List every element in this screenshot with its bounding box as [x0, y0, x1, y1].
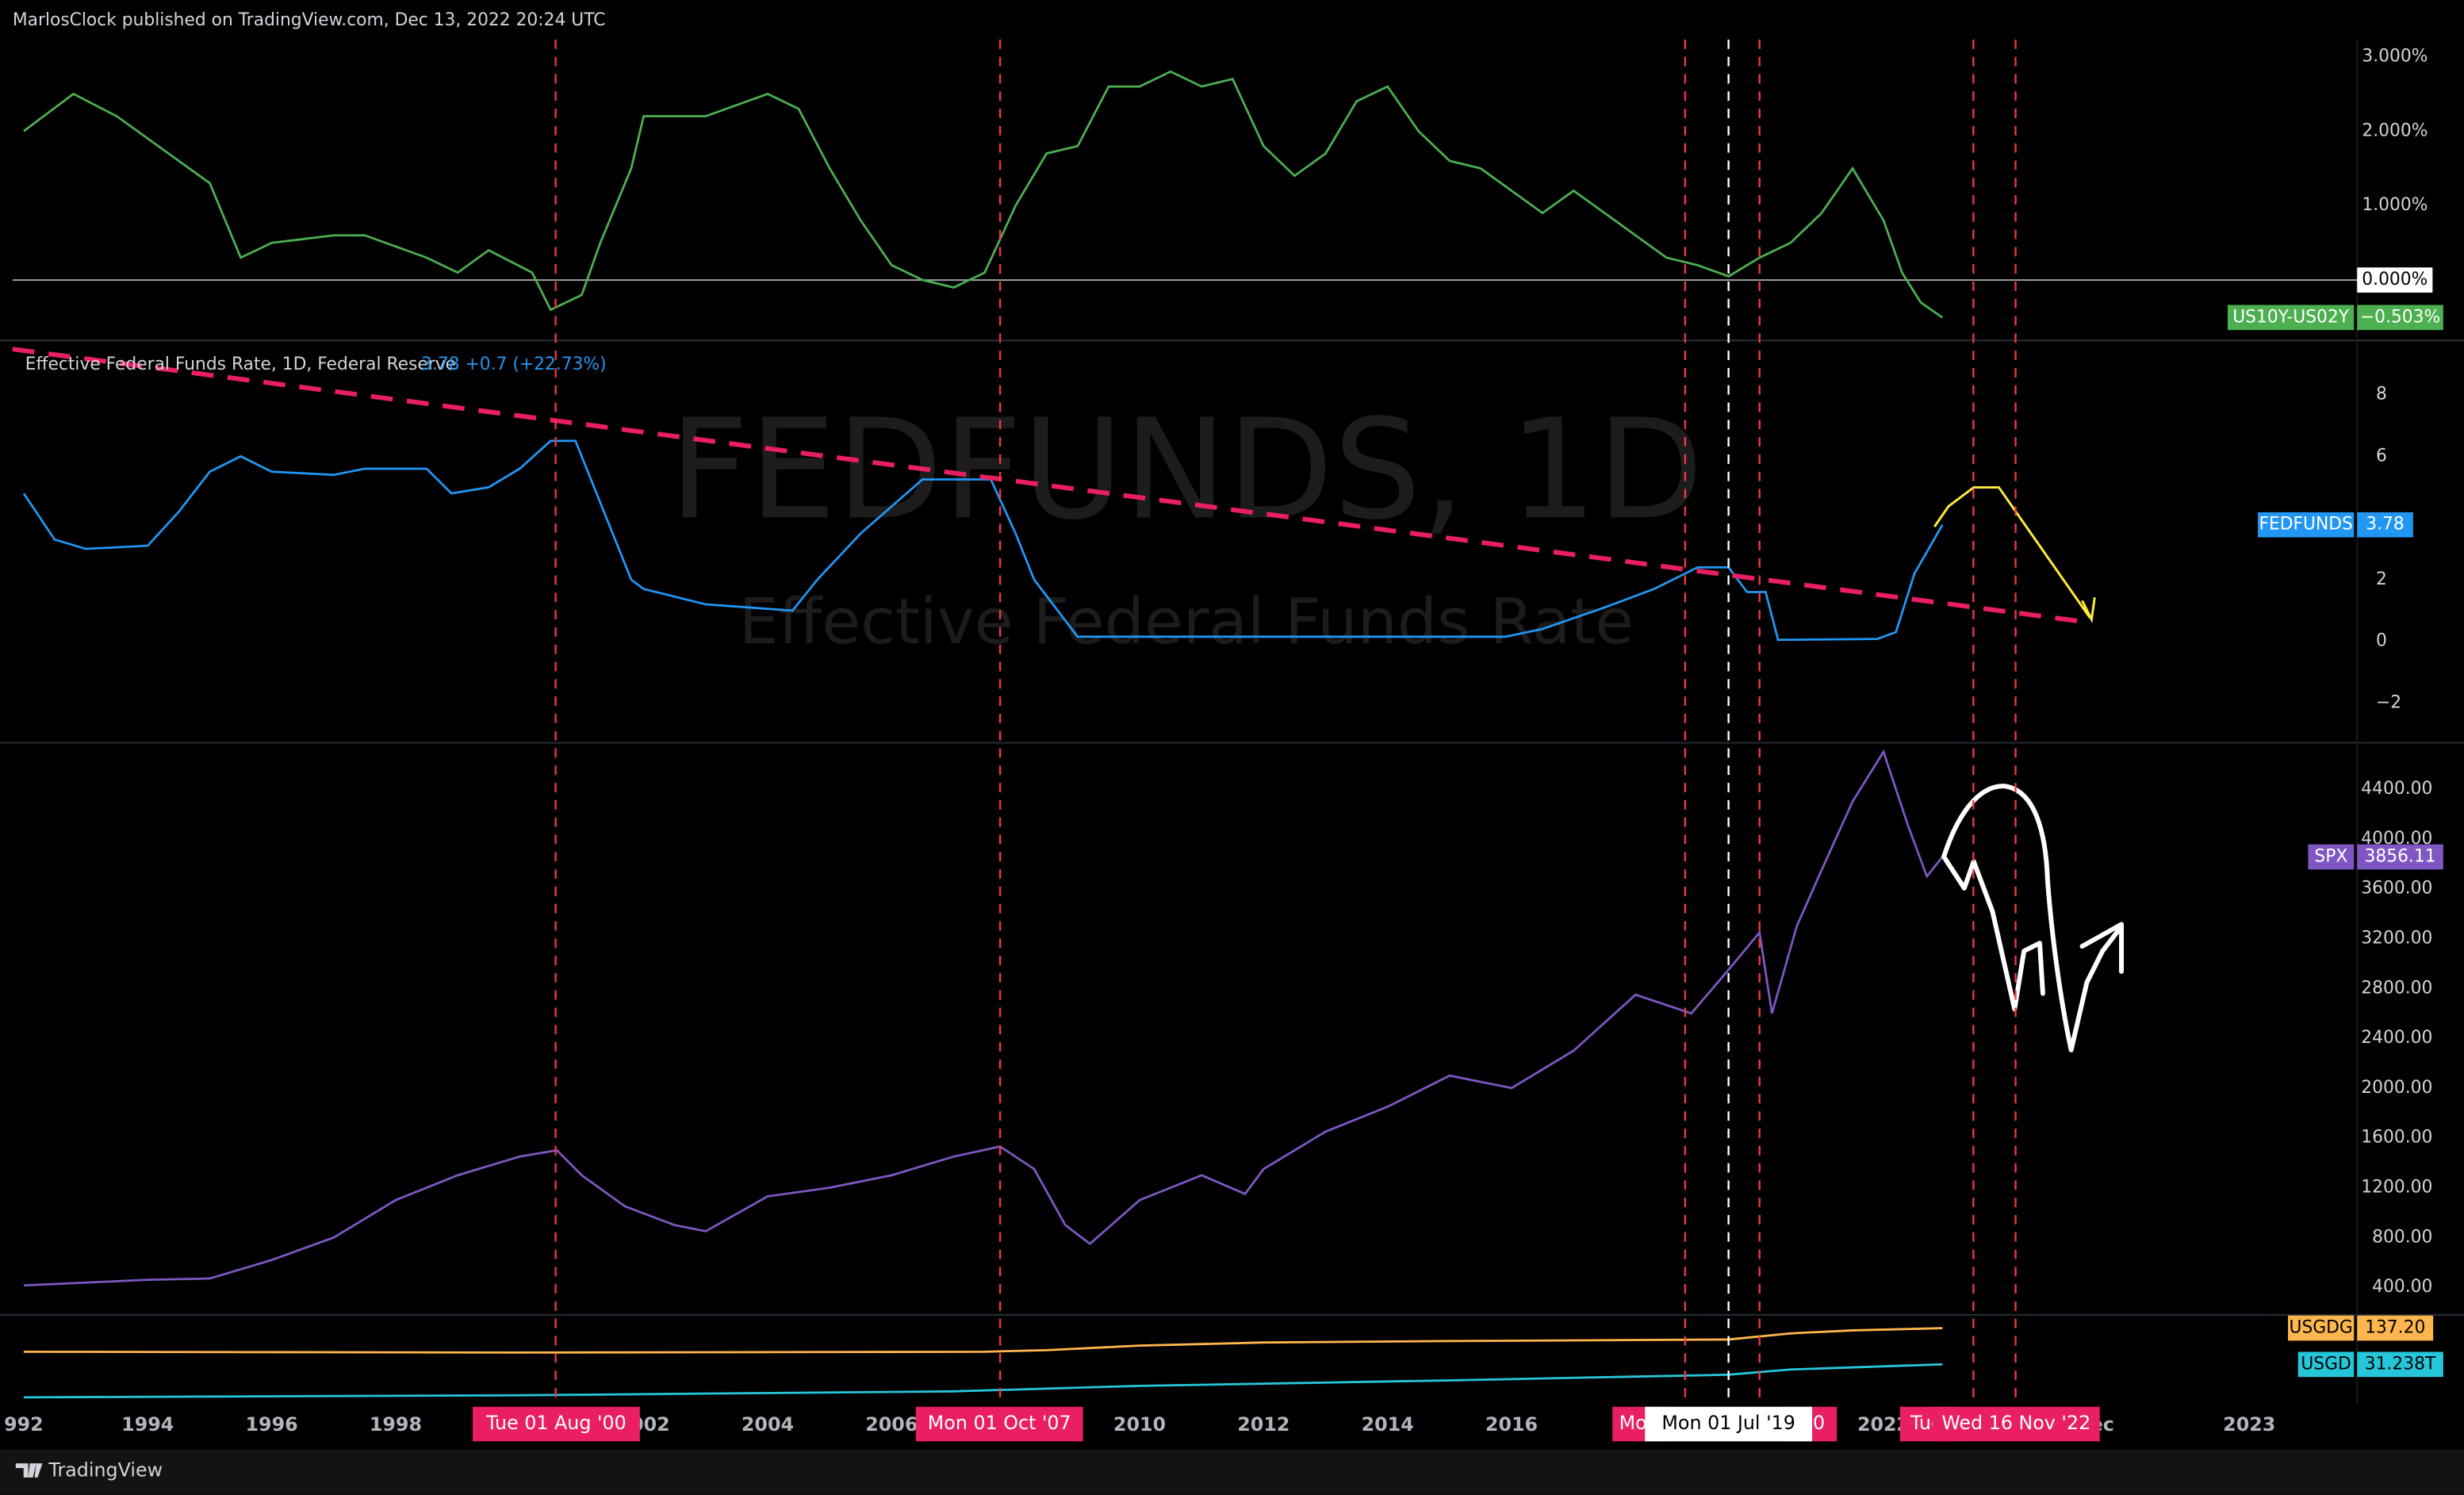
x-tick-label: 2016	[1485, 1413, 1538, 1436]
legend-value: 3.78	[421, 355, 460, 374]
series-name-box	[2227, 305, 2355, 331]
x-tick-label: 2023	[2223, 1413, 2275, 1436]
hand-drawing-arrow	[1941, 854, 2125, 1012]
series-name-box	[2297, 1351, 2355, 1378]
series-line	[23, 70, 1944, 319]
marker-date-box	[1645, 1406, 1813, 1442]
zero-label-box	[2357, 267, 2433, 293]
x-tick-label: 2004	[741, 1413, 794, 1436]
y-tick-label: 2.000%	[2362, 121, 2428, 140]
legend-change: +0.7 (+22.73%)	[466, 355, 607, 374]
series-name: USGDG	[2290, 1318, 2353, 1338]
footer-brand[interactable]: TradingView	[48, 1459, 163, 1481]
marker-date-box	[473, 1406, 640, 1442]
x-tick-label: 2012	[1237, 1413, 1289, 1436]
y-tick-label: 2400.00	[2361, 1028, 2432, 1048]
zero-label: 0.000%	[2362, 270, 2428, 289]
last-value-box	[2357, 305, 2443, 331]
x-tick-label: 1998	[370, 1413, 422, 1436]
marker-date-label: Mon 01 Oct '07	[928, 1412, 1071, 1434]
marker-date-box	[915, 1406, 1083, 1442]
y-tick-label: 400.00	[2372, 1277, 2432, 1297]
series-name: FEDFUNDS	[2259, 515, 2352, 535]
series-line	[23, 1363, 1943, 1399]
legend-title: Effective Federal Funds Rate, 1D, Federa…	[25, 355, 456, 374]
last-value-label: 3856.11	[2365, 846, 2436, 866]
forecast-arrowhead	[2081, 597, 2096, 623]
x-tick-label: 2014	[1362, 1413, 1414, 1436]
series-name: SPX	[2314, 846, 2347, 866]
watermark-symbol: FEDFUNDS, 1D	[669, 389, 1703, 550]
y-tick-label: 0	[2376, 631, 2387, 651]
series-name: US10Y-US02Y	[2232, 307, 2350, 327]
x-tick-label: 992	[4, 1413, 44, 1436]
y-tick-label: 6	[2376, 446, 2387, 466]
y-tick-label: 3.000%	[2362, 46, 2428, 66]
series-line	[22, 439, 1944, 642]
y-tick-label: 2000.00	[2361, 1078, 2432, 1098]
y-tick-label: 1600.00	[2361, 1128, 2432, 1148]
series-name-box	[2258, 512, 2355, 538]
trend-line-drawing	[12, 347, 2090, 625]
series-line	[23, 749, 1944, 1287]
series-line	[23, 1327, 1943, 1354]
y-tick-label: 2	[2376, 569, 2387, 589]
x-tick-label: 1996	[246, 1413, 298, 1436]
series-name: USGD	[2301, 1354, 2351, 1374]
marker-date-label: Mon 01 Jul '19	[1661, 1412, 1795, 1434]
x-tick-label: 2006	[865, 1413, 918, 1436]
y-tick-label: 2800.00	[2361, 978, 2432, 998]
last-value-label: 3.78	[2366, 515, 2405, 535]
y-tick-label: 3200.00	[2361, 928, 2432, 948]
last-value-box	[2357, 844, 2443, 870]
y-tick-label: 800.00	[2372, 1227, 2432, 1247]
x-tick-label: 2010	[1113, 1413, 1166, 1436]
publish-info: MarlosClock published on TradingView.com…	[13, 10, 606, 30]
y-tick-label: −2	[2376, 692, 2401, 712]
plots	[12, 70, 2358, 1399]
watermark-description: Effective Federal Funds Rate	[739, 585, 1634, 658]
y-tick-label: 1.000%	[2362, 195, 2428, 215]
hand-drawing	[1941, 784, 2121, 1052]
overlay: 0.000% US10Y-US02Y −0.503% FEDFUNDS 3.78 SPX 3…	[473, 39, 2443, 1442]
x-tick-label: 1994	[121, 1413, 174, 1436]
last-value-box	[2357, 1351, 2443, 1378]
footer-bar	[0, 1449, 2464, 1495]
forecast-drawing	[1933, 486, 2091, 619]
last-value-box	[2357, 1315, 2434, 1341]
y-tick-label: 3600.00	[2361, 879, 2432, 899]
panes: 992 1994 1996 1998 2002 2004 2006 2010 2012 2014 2…	[0, 39, 2464, 1436]
y-tick-label: 8	[2376, 385, 2387, 404]
marker-date-label: Tue 01 Aug '00	[485, 1412, 627, 1434]
last-value-label: 137.20	[2365, 1318, 2425, 1338]
y-tick-label: 1200.00	[2361, 1178, 2432, 1198]
series-name-box	[2288, 1315, 2355, 1341]
last-value-label: 31.238T	[2365, 1354, 2436, 1374]
logo	[15, 1463, 43, 1478]
last-value-label: −0.503%	[2360, 307, 2440, 327]
series-name-box	[2308, 844, 2355, 870]
y-tick-label: 4400.00	[2361, 779, 2432, 799]
marker-date-box	[1932, 1406, 2100, 1442]
marker-date-label: Wed 16 Nov '22	[1941, 1412, 2090, 1434]
last-value-box	[2357, 512, 2413, 538]
